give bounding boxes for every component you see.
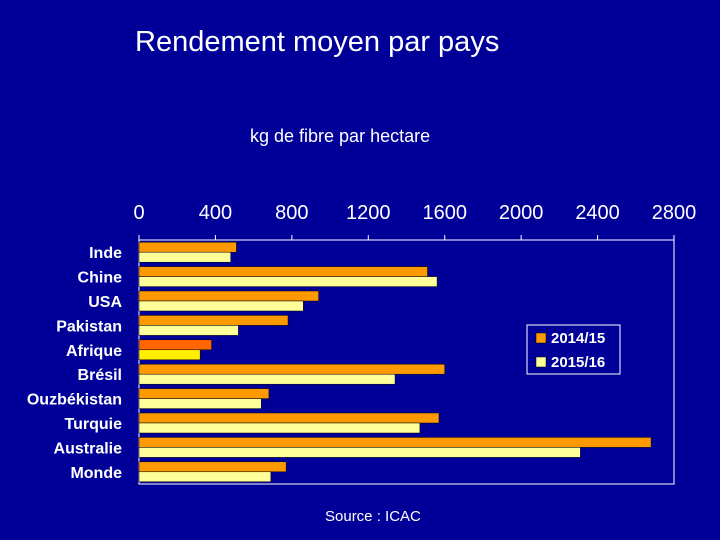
- x-tick-label: 1200: [346, 202, 391, 224]
- plot-area: [138, 239, 675, 485]
- legend-swatch-2014: [535, 332, 547, 344]
- bar-2014-15: [138, 363, 445, 375]
- bar-2014-15: [138, 266, 428, 277]
- legend-label-2015: 2015/16: [551, 354, 605, 371]
- bar-2015-16: [138, 447, 581, 458]
- bar-2015-16: [138, 398, 262, 409]
- category-label: Ouzbékistan: [27, 392, 122, 409]
- bar-2014-15: [138, 315, 289, 326]
- bar-2015-16: [138, 325, 239, 336]
- category-label: USA: [88, 294, 122, 311]
- chart-subtitle: kg de fibre par hectare: [250, 126, 431, 146]
- category-label: Turquie: [65, 416, 123, 433]
- legend: 2014/15 2015/16: [526, 324, 621, 375]
- legend-label-2014: 2014/15: [551, 330, 605, 347]
- bar-2014-15: [138, 241, 237, 253]
- category-label: Monde: [70, 465, 122, 482]
- bar-2014-15: [138, 461, 287, 473]
- legend-box: [526, 324, 621, 375]
- bar-2015-16: [138, 422, 421, 434]
- bar-2014-15: [138, 437, 652, 448]
- bar-2015-16: [138, 251, 231, 263]
- x-tick-label: 2800: [652, 202, 697, 224]
- bar-2015-16: [138, 471, 272, 483]
- category-label: Chine: [78, 270, 123, 287]
- x-tick-label: 400: [199, 202, 232, 224]
- category-label: Inde: [89, 245, 122, 262]
- bar-2014-15: [138, 290, 319, 302]
- bar-2014-15: [138, 412, 440, 424]
- category-label: Australie: [54, 440, 123, 457]
- category-label: Afrique: [66, 343, 122, 360]
- bar-2014-15: [138, 339, 212, 351]
- category-label: Brésil: [78, 367, 122, 384]
- x-tick-label: 0: [133, 202, 144, 224]
- bar-2015-16: [138, 349, 201, 361]
- x-tick-label: 2400: [575, 202, 620, 224]
- page-title: Rendement moyen par pays: [135, 26, 500, 58]
- legend-swatch-2015: [535, 356, 547, 368]
- x-tick-label: 800: [275, 202, 308, 224]
- x-tick-label: 1600: [422, 202, 467, 224]
- x-tick-label: 2000: [499, 202, 544, 224]
- bar-2015-16: [138, 373, 396, 385]
- bar-2015-16: [138, 300, 304, 312]
- source-note: Source : ICAC: [325, 508, 421, 525]
- category-label: Pakistan: [56, 318, 122, 335]
- bar-2015-16: [138, 276, 438, 287]
- bar-2014-15: [138, 388, 270, 399]
